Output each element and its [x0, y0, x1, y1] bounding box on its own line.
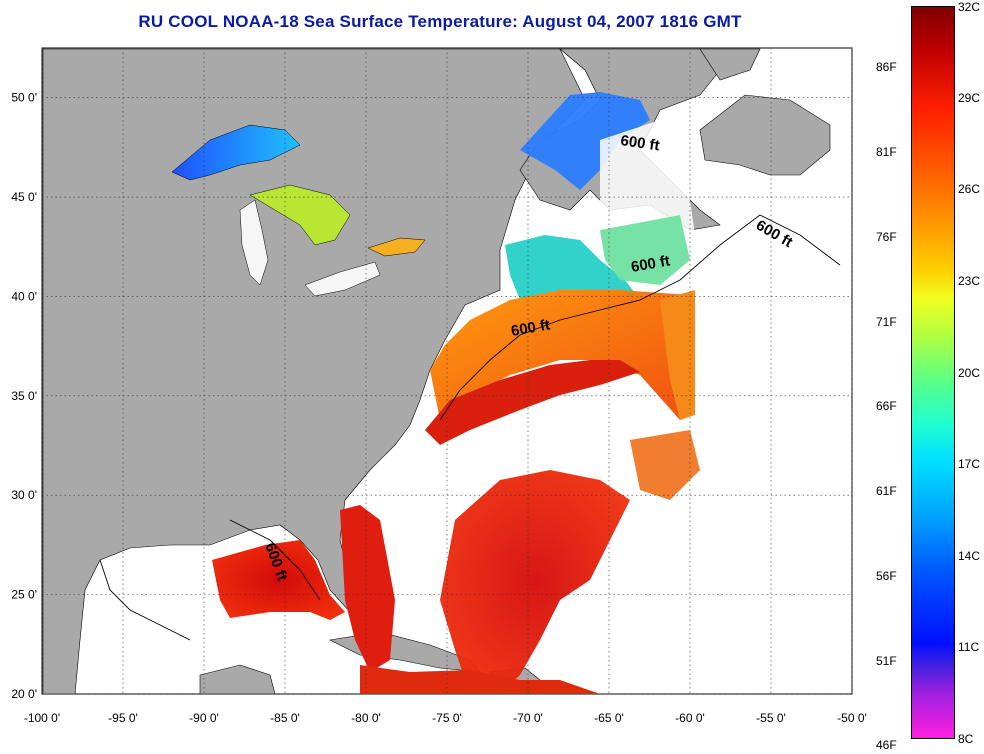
- colorbar-celsius-label: 17C: [958, 457, 981, 472]
- colorbar-fahrenheit-label: 56F: [876, 569, 897, 584]
- swath-mid-atlantic: [430, 290, 693, 420]
- sst-swaths: [212, 92, 700, 694]
- swath-scotian-green: [600, 215, 690, 285]
- lat-tick-label: 40 0': [11, 289, 37, 303]
- lake-huron: [249, 184, 351, 246]
- colorbar-fahrenheit-label: 86F: [876, 60, 897, 75]
- colorbar-fahrenheit-label: 71F: [876, 314, 897, 329]
- colorbar-celsius-label: 8C: [958, 732, 974, 746]
- lake-ontario: [367, 237, 426, 257]
- colorbar-fahrenheit-label: 81F: [876, 144, 897, 159]
- swath-sargasso: [440, 470, 630, 694]
- colorbar-celsius-label: 29C: [958, 90, 981, 105]
- colorbar-fahrenheit-label: 76F: [876, 229, 897, 244]
- swath-gulf-stream: [425, 360, 640, 445]
- colorbar-celsius-label: 23C: [958, 273, 981, 288]
- lon-tick-label: -65 0': [594, 711, 624, 725]
- land-yucatan: [199, 664, 276, 695]
- lon-tick-label: -85 0': [270, 711, 300, 725]
- lon-tick-label: -60 0': [675, 711, 705, 725]
- contour-label-3: 600 ft: [630, 252, 672, 276]
- graticule: [41, 48, 853, 695]
- colorbar-celsius-label: 11C: [958, 640, 980, 655]
- land-labrador: [699, 48, 761, 81]
- lon-tick-label: -55 0': [756, 711, 786, 725]
- swath-caribbean: [360, 665, 600, 694]
- chart-title: RU COOL NOAA-18 Sea Surface Temperature:…: [138, 12, 742, 31]
- colorbar-fahrenheit-label: 51F: [876, 653, 897, 668]
- swath-gulf-of-mexico: [212, 540, 345, 620]
- lon-tick-label: -95 0': [108, 711, 138, 725]
- lat-tick-label: 30 0': [11, 488, 37, 502]
- colorbar-celsius-label: 20C: [958, 365, 981, 380]
- colorbar-celsius-label: 26C: [958, 182, 981, 197]
- lon-tick-label: -90 0': [189, 711, 219, 725]
- colorbar-fahrenheit-label: 61F: [876, 484, 897, 499]
- lon-tick-label: -70 0': [513, 711, 543, 725]
- contour-label-1: 600 ft: [619, 132, 660, 154]
- axis-ticks: -100 0' -95 0' -90 0' -85 0' -80 0' -75 0' -70…: [11, 91, 866, 725]
- contour-label-4: 600 ft: [510, 316, 552, 340]
- swath-florida-east: [340, 505, 395, 672]
- swath-st-lawrence: [520, 92, 650, 190]
- lat-tick-label: 25 0': [11, 588, 37, 602]
- isobath-600ft: [99, 214, 841, 641]
- swath-eastern-orange: [660, 290, 695, 420]
- swath-sargasso-east: [630, 430, 700, 500]
- colorbar-celsius-label: 14C: [958, 548, 981, 563]
- lat-tick-label: 50 0': [11, 91, 37, 105]
- colorbar-celsius-label: 32C: [958, 0, 981, 14]
- colorbar-fahrenheit-label: 46F: [876, 738, 897, 752]
- lon-tick-label: -80 0': [351, 711, 381, 725]
- lake-erie: [304, 261, 381, 297]
- land-north-america: [42, 48, 586, 695]
- colorbar-fahrenheit-label: 66F: [876, 399, 897, 414]
- colorbar: [911, 6, 955, 739]
- lon-tick-label: -100 0': [24, 711, 60, 725]
- lon-tick-label: -50 0': [837, 711, 867, 725]
- lat-tick-label: 35 0': [11, 389, 37, 403]
- lat-tick-label: 20 0': [11, 687, 37, 701]
- lon-tick-label: -75 0': [432, 711, 462, 725]
- lat-tick-label: 45 0': [11, 190, 37, 204]
- lake-michigan: [239, 199, 269, 286]
